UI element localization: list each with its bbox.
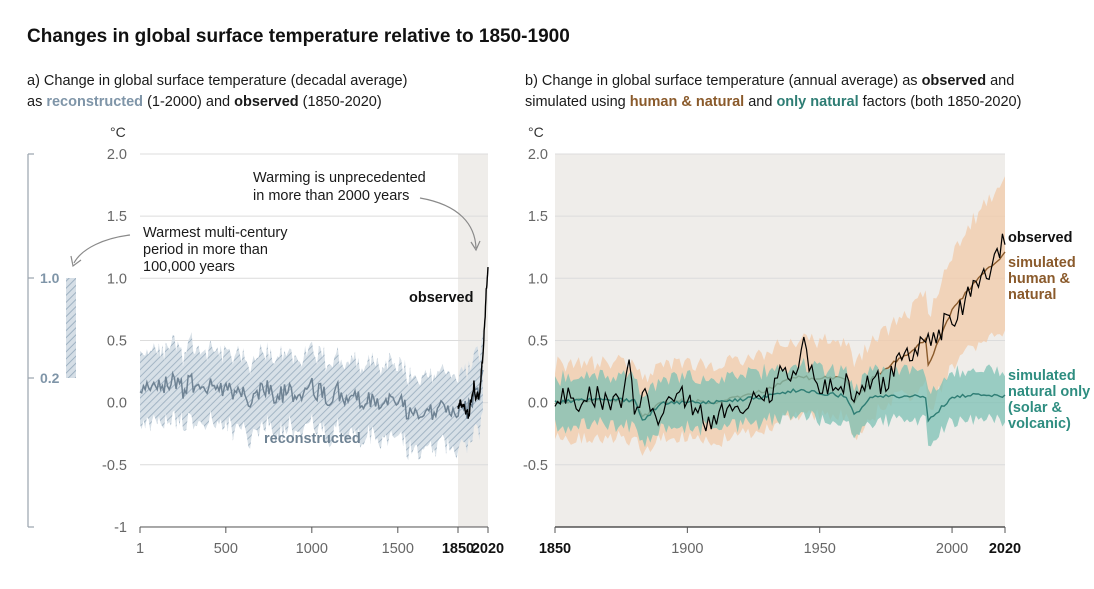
panel-a-reconstructed-label: reconstructed — [264, 431, 361, 447]
panel-a-y-tick-label: 1.5 — [107, 209, 127, 225]
panel-a-y-tick-label: -1 — [114, 520, 127, 536]
panel-a-subtitle-line1: a) Change in global surface temperature … — [27, 73, 407, 89]
panel-b-subtitle-line1: b) Change in global surface temperature … — [525, 73, 1014, 89]
panel-a-y-tick-label: -0.5 — [102, 458, 127, 474]
panel-b-unit-label: °C — [528, 124, 544, 140]
annotation-unprecedented-arrow — [419, 197, 477, 249]
range-bar-bottom-label: 0.2 — [40, 370, 60, 386]
reconstructed-uncertainty-band — [140, 330, 483, 461]
panel-a-y-tick-label: 0.5 — [107, 333, 127, 349]
panel-b-subtitle-line2: simulated using human & natural and only… — [525, 94, 1021, 110]
panel-a-observed-series-line — [457, 267, 489, 419]
panel-b-sub2-human: human & natural — [630, 94, 744, 110]
panel-b-sub2-mid: and — [744, 94, 776, 110]
warmest-period-bar — [66, 278, 76, 378]
panel-a-y-tick-label: 2.0 — [107, 147, 127, 163]
panel-a-x-tick-label: 1850 — [442, 541, 474, 557]
panel-a-x-tick-label: 500 — [214, 541, 238, 557]
panel-a-x-tick-label: 1500 — [382, 541, 414, 557]
panel-a-chart: 2.01.51.00.50.0-0.5-11 500 1000 1500 1850202… — [102, 147, 504, 557]
panel-b-sub2-post: factors (both 1850-2020) — [859, 94, 1022, 110]
panel-b-natural-label-line4: volcanic) — [1008, 416, 1071, 432]
panel-b-sub1-pre: b) Change in global surface temperature … — [525, 73, 922, 89]
panel-b-y-tick-label: -0.5 — [523, 458, 548, 474]
panel-b-human-label-line1: simulated — [1008, 255, 1076, 271]
panel-b-natural-label-line3: (solar & — [1008, 400, 1063, 416]
annotation-warmest-arrow — [73, 234, 131, 264]
panel-b-sub2-pre: simulated using — [525, 94, 630, 110]
panel-b-sub1-post: and — [986, 73, 1014, 89]
panel-b-human-label-line3: natural — [1008, 287, 1056, 303]
panel-a-subtitle-line2: as reconstructed (1-2000) and observed (… — [27, 94, 382, 110]
panel-b-x-tick-label: 1850 — [539, 541, 571, 557]
panel-a-x-tick-label: 1000 — [296, 541, 328, 557]
annotation-unprecedented-line2: in more than 2000 years — [253, 188, 409, 204]
panel-b-natural-label-line1: simulated — [1008, 368, 1076, 384]
panel-b-y-tick-label: 0.0 — [528, 396, 548, 412]
panel-b-natural-label-line2: natural only — [1008, 384, 1090, 400]
natural-only-series-line — [554, 388, 1006, 423]
panel-a-sub-post: (1850-2020) — [299, 94, 382, 110]
annotation-warmest-line2: period in more than — [143, 242, 268, 258]
panel-b-y-tick-label: 0.5 — [528, 333, 548, 349]
annotation-warmest: Warmest multi-century period in more tha… — [70, 225, 288, 275]
panel-b-observed-series-line — [554, 233, 1006, 432]
panel-b-sub1-observed: observed — [922, 73, 986, 89]
panel-a-x-tick-label: 1 — [136, 541, 144, 557]
panel-a-y-tick-label: 1.0 — [107, 271, 127, 287]
panel-a-sub-observed: observed — [234, 94, 298, 110]
panel-b-chart: 2.0 1.5 1.0 0.5 0.0 -0.5 1850 1900 1950 2000 2020 — [523, 147, 1021, 557]
panel-a-observed-label: observed — [409, 290, 473, 306]
panel-a-sub-mid: (1-2000) and — [143, 94, 234, 110]
annotation-unprecedented-line1: Warming is unprecedented — [253, 170, 426, 186]
reconstructed-series-line — [139, 369, 484, 420]
panel-b-y-tick-label: 1.5 — [528, 209, 548, 225]
panel-b-x-tick-label: 2000 — [936, 541, 968, 557]
panel-a-unit-label: °C — [110, 124, 126, 140]
annotation-warmest-line1: Warmest multi-century — [143, 225, 288, 241]
panel-a-y-tick-label: 0.0 — [107, 396, 127, 412]
panel-a-x-tick-label: 2020 — [472, 541, 504, 557]
annotation-unprecedented: Warming is unprecedented in more than 20… — [253, 170, 481, 252]
range-bar-top-label: 1.0 — [40, 270, 60, 286]
annotation-unprecedented-arrowhead — [470, 240, 481, 252]
panel-a-sub-pre: as — [27, 94, 46, 110]
panel-b-x-tick-label: 2020 — [989, 541, 1021, 557]
range-bracket: 1.0 0.2 — [27, 153, 76, 528]
panel-b-sub2-natural: only natural — [776, 94, 858, 110]
panel-a-sub-reconstructed: reconstructed — [46, 94, 143, 110]
panel-b-observed-label: observed — [1008, 230, 1072, 246]
annotation-warmest-line3: 100,000 years — [143, 259, 235, 275]
figure-title: Changes in global surface temperature re… — [27, 26, 570, 47]
panel-b-x-tick-label: 1900 — [671, 541, 703, 557]
panel-b-y-tick-label: 2.0 — [528, 147, 548, 163]
panel-b-y-tick-label: 1.0 — [528, 271, 548, 287]
natural-only-uncertainty-band — [555, 357, 1005, 448]
annotation-warmest-arrowhead — [70, 255, 82, 268]
panel-b-human-label-line2: human & — [1008, 271, 1071, 287]
panel-b-x-tick-label: 1950 — [804, 541, 836, 557]
